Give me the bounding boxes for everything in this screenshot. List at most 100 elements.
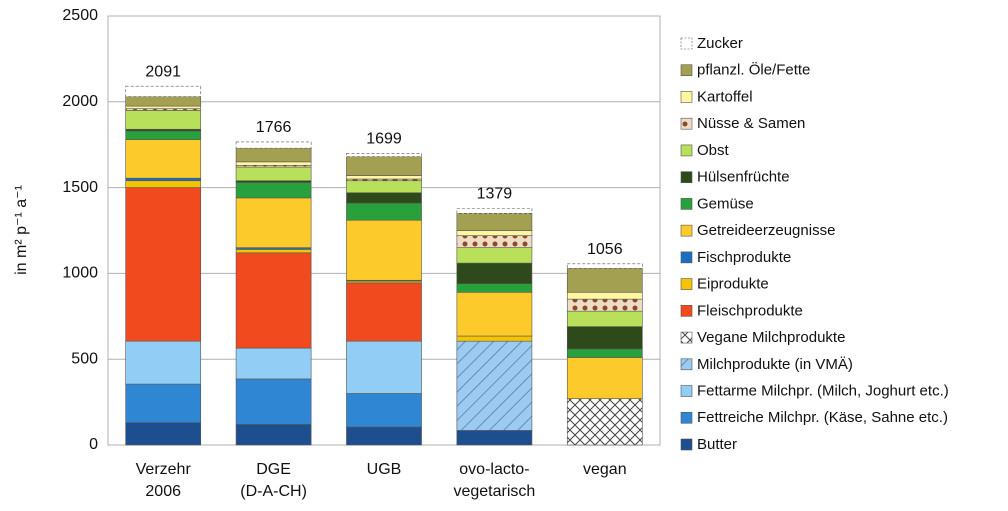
legend-swatch (680, 144, 693, 157)
legend-label: Milchprodukte (in VMÄ) (697, 356, 853, 373)
legend-label: Zucker (697, 35, 743, 52)
bar-segment (346, 153, 422, 158)
legend-swatch (680, 64, 693, 77)
bar-segment (125, 85, 202, 97)
y-tick-label: 1500 (62, 179, 98, 196)
bar-segment (235, 347, 312, 380)
bar-segment (566, 267, 643, 293)
legend-label: Obst (697, 142, 730, 159)
y-tick-label: 2000 (62, 93, 98, 110)
legend-label: Nüsse & Samen (697, 115, 805, 132)
bar-segment (125, 130, 202, 140)
bar-segment (125, 340, 202, 385)
x-tick-label: ovo-lacto- (459, 461, 529, 478)
y-tick-label: 1000 (62, 265, 98, 282)
bar-segment (125, 177, 202, 182)
bar-segment (125, 110, 202, 130)
legend-swatch (680, 171, 693, 183)
bar-segment (235, 249, 312, 254)
legend-swatch (680, 278, 693, 290)
y-axis-label: in m² p⁻¹ a⁻¹ (13, 185, 30, 275)
x-tick-label: Verzehr (136, 461, 192, 478)
bar-segment (125, 139, 202, 179)
legend-swatch (680, 411, 693, 424)
bar-segment (456, 430, 533, 446)
bar-segment (346, 156, 422, 176)
x-tick-label: UGB (367, 461, 402, 478)
bar-segment (566, 291, 643, 300)
bar-segment (346, 202, 422, 221)
legend-swatch (680, 251, 693, 264)
y-tick-label: 500 (71, 350, 98, 367)
bar-segment (456, 230, 533, 236)
bar-segment (566, 398, 643, 446)
legend-swatch (680, 438, 693, 451)
total-label: 2091 (145, 63, 181, 80)
bar-segment (566, 348, 643, 358)
bar-segment (125, 105, 202, 109)
x-tick-label: vegan (583, 461, 627, 478)
bar-segment (456, 213, 533, 231)
bar-segment (566, 326, 643, 350)
bar-segment (125, 96, 202, 107)
legend-swatch (680, 91, 693, 103)
legend-label: Getreideerzeugnisse (697, 222, 835, 239)
legend-swatch (680, 117, 693, 130)
bar-segment (125, 422, 202, 446)
bar-segment (346, 219, 422, 281)
total-label: 1379 (477, 186, 513, 203)
bar-segment (566, 263, 643, 269)
x-tick-label: vegetarisch (453, 483, 535, 500)
bar-segment (235, 141, 312, 149)
bar-segment (346, 340, 422, 394)
legend-label: Fleischprodukte (697, 302, 803, 319)
bar-segment (456, 291, 533, 337)
legend-label: Kartoffel (697, 88, 753, 105)
bar-segment (235, 252, 312, 349)
legend-label: Fischprodukte (697, 249, 791, 266)
bar-segment (456, 235, 533, 248)
legend-label: Fettarme Milchpr. (Milch, Joghurt etc.) (697, 383, 949, 400)
bar-segment (566, 310, 643, 327)
bar-segment (566, 298, 643, 312)
x-tick-label: (D-A-CH) (240, 483, 307, 500)
bar-segment (125, 187, 202, 342)
x-tick-label: DGE (256, 461, 291, 478)
legend-label: pflanzl. Öle/Fette (697, 61, 810, 79)
y-tick-label: 2500 (62, 7, 98, 24)
legend-swatch (680, 385, 693, 397)
bar-segment (235, 424, 312, 446)
bar-segment (456, 340, 533, 431)
bar-segment (346, 393, 422, 428)
total-label: 1699 (366, 131, 402, 148)
bar-segment (235, 147, 312, 163)
bar-segment (235, 166, 312, 182)
bar-segment (346, 180, 422, 194)
total-label: 1056 (587, 241, 623, 258)
bar-segment (456, 283, 533, 293)
bar-segment (456, 262, 533, 284)
total-label: 1766 (256, 119, 292, 136)
legend-label: Eiprodukte (697, 276, 769, 293)
bar-segment (235, 197, 312, 248)
legend-swatch (680, 198, 693, 210)
bar-segment (346, 192, 422, 204)
legend-label: Gemüse (697, 195, 754, 212)
bar-segment (566, 357, 643, 399)
x-tick-label: 2006 (145, 483, 181, 500)
bar-segment (456, 208, 533, 214)
bar-segment (346, 282, 422, 342)
bar-segment (235, 182, 312, 199)
legend-swatch (680, 224, 693, 237)
bar-segment (125, 383, 202, 423)
legend-swatch (680, 358, 693, 371)
legend-label: Butter (697, 436, 737, 453)
bar-segment (456, 247, 533, 264)
y-tick-label: 0 (89, 436, 98, 453)
legend-swatch (680, 37, 693, 50)
bar-segment (346, 426, 422, 446)
bar-segment (125, 180, 202, 188)
legend-label: Fettreiche Milchpr. (Käse, Sahne etc.) (697, 409, 948, 426)
bar-segment (235, 378, 312, 425)
